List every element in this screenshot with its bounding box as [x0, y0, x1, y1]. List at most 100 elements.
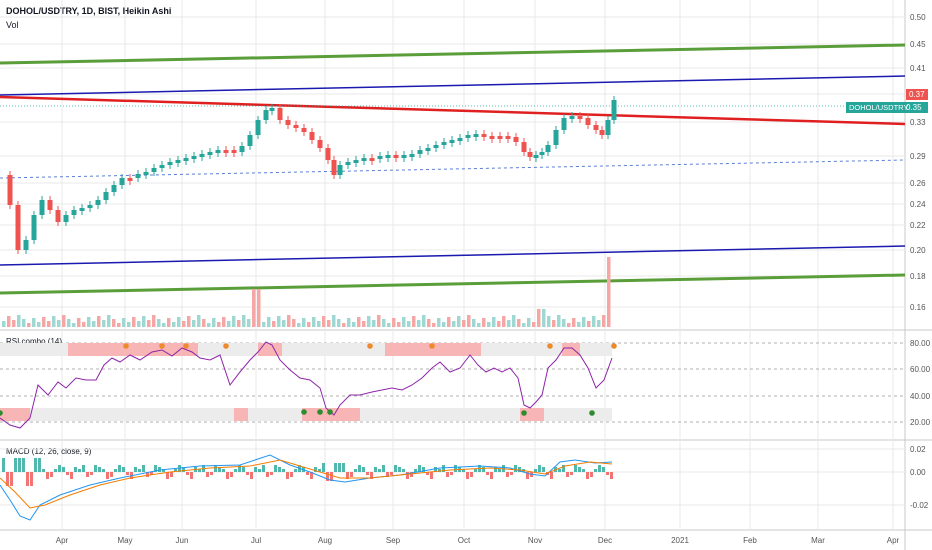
volume-bar — [162, 323, 166, 327]
volume-bar — [457, 316, 461, 327]
rsi-signal-dot — [301, 409, 307, 415]
macd-histogram-bar — [58, 465, 61, 472]
macd-histogram-bar — [466, 472, 469, 479]
candle-body — [345, 162, 351, 165]
macd-histogram-bar — [562, 465, 565, 472]
volume-bar — [27, 323, 31, 327]
candle-body — [433, 145, 439, 148]
macd-histogram-bar — [210, 472, 213, 475]
volume-bar — [157, 319, 161, 327]
macd-histogram-bar — [434, 467, 437, 472]
symbol-badge-value: 0.35 — [906, 103, 922, 112]
macd-histogram-bar — [602, 467, 605, 472]
volume-bar — [342, 323, 346, 327]
volume-bar — [432, 323, 436, 327]
volume-bar — [192, 320, 196, 327]
x-axis-label: Jun — [176, 536, 189, 545]
rsi-signal-dot — [429, 343, 435, 349]
macd-histogram-bar — [406, 472, 409, 479]
macd-histogram-bar — [398, 467, 401, 472]
volume-bar — [602, 315, 606, 327]
candle-body — [143, 172, 149, 175]
volume-bar — [322, 316, 326, 327]
x-axis-label: Feb — [743, 536, 757, 545]
volume-bar — [272, 321, 276, 327]
macd-histogram-bar — [338, 463, 341, 472]
candle-body — [505, 136, 511, 139]
candle-body — [527, 152, 533, 157]
macd-histogram-bar — [598, 465, 601, 472]
macd-histogram-bar — [374, 467, 377, 472]
volume-bar — [537, 309, 541, 327]
macd-histogram-bar — [146, 472, 149, 477]
macd-histogram-bar — [166, 472, 169, 479]
volume-bar — [177, 317, 181, 327]
volume-bar — [17, 315, 21, 327]
candle-body — [457, 138, 463, 141]
volume-bar — [387, 323, 391, 327]
volume-bar — [607, 257, 611, 327]
macd-histogram-bar — [186, 472, 189, 475]
volume-bar — [542, 309, 546, 327]
candle-body — [159, 165, 165, 168]
rsi-signal-dot — [589, 410, 595, 416]
volume-bar — [287, 315, 291, 327]
candle-body — [409, 154, 415, 157]
volume-bar — [407, 321, 411, 327]
candle-body — [293, 125, 299, 128]
volume-bar — [182, 321, 186, 327]
candle-body — [569, 116, 575, 119]
macd-histogram-bar — [570, 472, 573, 475]
volume-bar — [317, 321, 321, 327]
volume-bar — [487, 322, 491, 327]
macd-histogram-bar — [490, 472, 493, 479]
green-upper-trendline — [0, 43, 906, 65]
volume-bar — [412, 316, 416, 327]
macd-histogram-bar — [46, 472, 49, 479]
volume-bar — [302, 318, 306, 327]
candle-body — [285, 120, 291, 125]
macd-signal-line — [0, 459, 613, 509]
macd-histogram-bar — [462, 469, 465, 472]
rsi-signal-dot — [547, 343, 553, 349]
candle-body — [23, 240, 29, 250]
macd-histogram-bar — [542, 467, 545, 472]
candle-body — [175, 160, 181, 163]
macd-tick-label: 0.02 — [910, 445, 926, 454]
volume-bar — [22, 319, 26, 327]
volume-bar — [447, 317, 451, 327]
macd-histogram-bar — [470, 472, 473, 477]
volume-bar — [427, 319, 431, 327]
volume-bar — [37, 322, 41, 327]
volume-bar — [292, 319, 296, 327]
candle-body — [87, 205, 93, 208]
volume-bar — [452, 321, 456, 327]
volume-bar — [597, 320, 601, 327]
macd-histogram-bar — [558, 469, 561, 472]
volume-bar — [132, 317, 136, 327]
macd-histogram-bar — [446, 472, 449, 477]
volume-bar — [247, 319, 251, 327]
macd-histogram-bar — [106, 472, 109, 479]
rsi-signal-dot — [223, 343, 229, 349]
volume-bar — [462, 320, 466, 327]
volume-bar — [237, 320, 241, 327]
volume-bar — [297, 323, 301, 327]
price-tick-label: 0.20 — [910, 246, 926, 255]
macd-title: MACD (12, 26, close, 9) — [6, 447, 92, 456]
price-tick-label: 0.16 — [910, 303, 926, 312]
macd-histogram-bar — [318, 469, 321, 472]
macd-histogram-bar — [126, 472, 129, 475]
volume-bar — [67, 319, 71, 327]
price-tick-label: 0.22 — [910, 221, 926, 230]
rsi-oversold-zone — [0, 408, 30, 421]
volume-bar — [82, 322, 86, 327]
chart-title: DOHOL/USDTRY, 1D, BIST, Heikin Ashi — [6, 6, 172, 16]
candle-body — [539, 152, 545, 155]
macd-histogram-bar — [438, 469, 441, 472]
candle-body — [167, 162, 173, 165]
macd-histogram-bar — [110, 472, 113, 477]
rsi-signal-dot — [123, 343, 129, 349]
candle-body — [585, 118, 591, 125]
